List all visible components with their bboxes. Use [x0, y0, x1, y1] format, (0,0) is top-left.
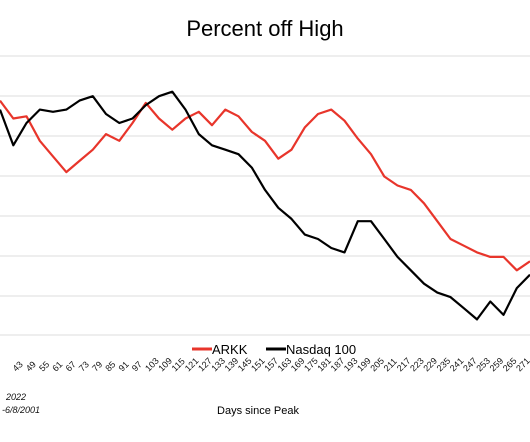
x-axis-label: Days since Peak — [217, 405, 299, 417]
footnote-line-2: -6/8/2001 — [2, 405, 40, 415]
grid-lines — [0, 55, 530, 336]
chart-title: Percent off High — [186, 16, 343, 41]
series-line-nasdaq-100 — [0, 90, 530, 321]
legend: ARKK Nasdaq 100 — [192, 342, 356, 357]
legend-label: ARKK — [212, 342, 248, 357]
x-axis-ticks: 43 49 55 61 67 73 79 85 91 97 10310911512112713313… — [11, 356, 530, 374]
series-line-arkk — [0, 99, 530, 272]
legend-label: Nasdaq 100 — [286, 342, 356, 357]
series-layer — [0, 90, 530, 321]
x-tick-label: 271 — [514, 356, 530, 374]
footnote-line-1: 2022 — [5, 392, 26, 402]
